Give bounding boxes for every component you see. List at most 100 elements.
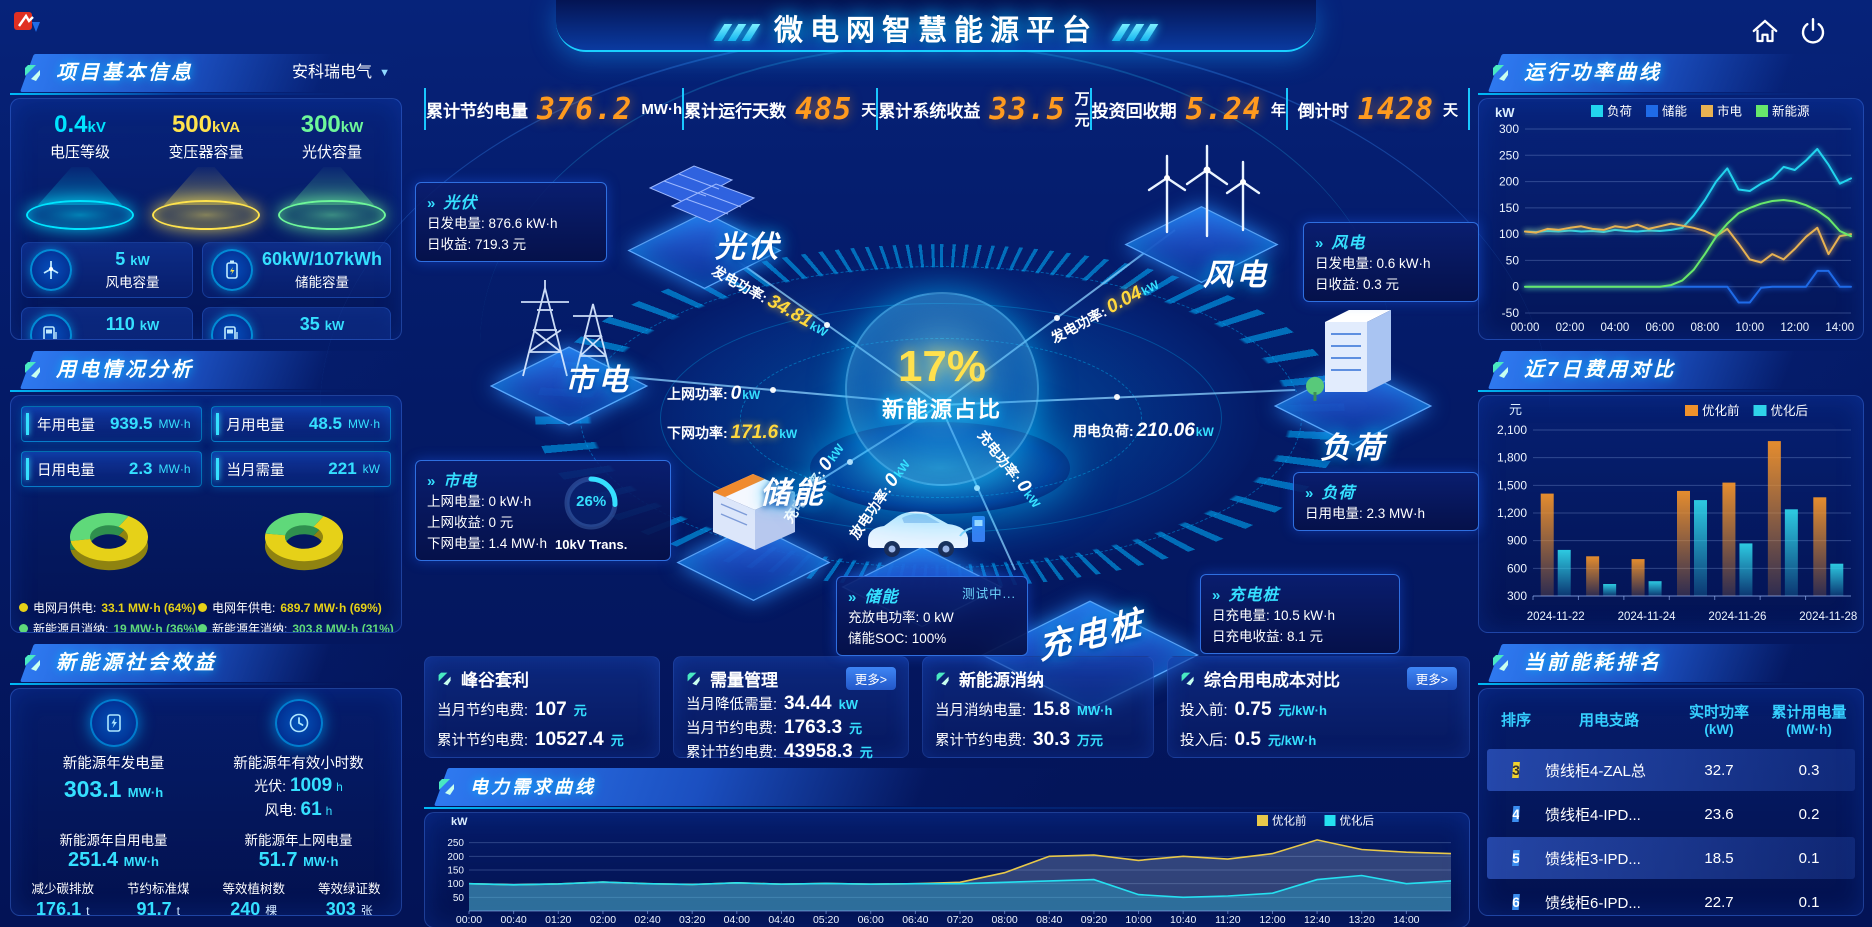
month-donut-legend: 电网月供电: 33.1 MW·h (64%) 新能源月消纳: 19 MW·h (36… [19,599,198,632]
node-charger [840,480,1003,628]
benefit-primary-row: 新能源年发电量 303.1 MW·h 新能源年有效小时数 光伏: 1009 h … [11,689,401,823]
donut-legends: 电网月供电: 33.1 MW·h (64%) 新能源月消纳: 19 MW·h (36… [11,597,401,632]
company-select[interactable]: 安科瑞电气 [291,64,372,81]
stat-month-demand: 当月需量 221 kW [210,451,391,487]
svg-text:2024-11-28: 2024-11-28 [1799,611,1857,623]
svg-text:06:40: 06:40 [902,914,928,926]
svg-text:14:00: 14:00 [1393,914,1419,926]
charging-station-icon [89,699,138,747]
more-button[interactable]: 更多> [1406,667,1457,690]
svg-text:150: 150 [447,866,464,877]
kpi-countdown: 倒计时 1428 天 [1285,88,1470,130]
svg-text:600: 600 [1507,561,1527,575]
node-label-grid: 市电 [565,364,631,397]
node-wind [1124,140,1279,284]
panel-title: 用电情况分析 [56,359,194,381]
svg-text:08:00: 08:00 [1690,322,1719,334]
renewable-share-value: 17% [897,342,987,391]
panel-corner-icon [1493,362,1508,378]
svg-text:10:00: 10:00 [1125,914,1151,926]
panel-demand-header: 电力需求曲线 [424,768,1470,809]
panel-energy-ranking: 当前能耗排名 排序 用电支路 实时功率 (kW) 累计用电量 (MW·h) 3 馈线… [1478,644,1872,920]
svg-text:14:00: 14:00 [1825,322,1854,334]
kpi-total-income: 累计系统收益 33.5 万元 [876,88,1090,130]
svg-text:250: 250 [447,838,464,849]
table-row[interactable]: 6 馈线柜6-IPD... 22.7 0.1 [1512,893,1820,912]
svg-text:03:20: 03:20 [679,914,705,926]
battery-icon [210,249,253,291]
panel-cost-compare-body: 元 300 600 900 1,200 1,500 1,800 2,100 优化前 优化后 2024… [1478,395,1864,633]
svg-text:2,100: 2,100 [1497,423,1527,437]
legend-dot-green [198,624,208,632]
panel-corner-icon [25,362,40,378]
svg-text:00:40: 00:40 [500,914,526,926]
svg-text:06:00: 06:00 [1646,322,1675,334]
svg-text:09:20: 09:20 [1081,914,1107,926]
svg-text:10:00: 10:00 [1735,322,1764,334]
svg-text:100: 100 [1499,227,1519,241]
svg-text:150: 150 [1499,201,1519,215]
flow-from-grid-power: 下网功率: 171.6kW [667,422,798,443]
chevron-right-icon: » [427,473,437,490]
node-label-load: 负荷 [1320,432,1386,465]
ac-charger-icon [210,314,253,339]
svg-text:市电: 市电 [1717,104,1743,119]
benefit-trees-equivalent: 等效植树数 240 棵 [222,882,285,916]
info-box-load: » 负荷 日用电量: 2.3 MW·h [1293,472,1479,531]
spot-pv-capacity: 300kW 光伏容量 [269,111,395,230]
svg-text:1,500: 1,500 [1497,478,1527,492]
building-icon [1306,310,1391,401]
svg-text:200: 200 [1499,175,1519,189]
light-beam [38,167,122,205]
panel-corner-icon [25,655,40,671]
summary-cards: 峰谷套利 当月节约电费: 107 元 累计节约电费: 10527.4 元 需量管理 更多… [424,656,1470,762]
more-button[interactable]: 更多> [845,667,896,690]
panel-title: 新能源社会效益 [56,652,217,674]
capacity-card-storage: 60kW/107kWh 储能容量 [201,242,391,298]
svg-text:kW: kW [451,816,468,828]
ev-car-icon [868,511,985,557]
table-row[interactable]: 3 馈线柜4-ZAL总 32.7 0.3 [1487,749,1855,791]
benefit-annual-generation: 新能源年发电量 303.1 MW·h [21,699,206,821]
svg-text:优化前: 优化前 [1702,403,1740,418]
glow-pad [26,200,134,230]
panel-run-power-body: kW -50 0 50 100 150 200 250 300 00:00 02:00 04:00 06… [1478,98,1864,340]
stat-month-usage: 月用电量 48.5 MW·h [210,406,391,442]
panel-run-power-header: 运行功率曲线 [1478,54,1872,95]
capacity-card-wind: 5 kW 风电容量 [21,242,193,298]
wind-turbine-icon [1147,144,1261,238]
panel-corner-icon [1493,65,1508,81]
table-row[interactable]: 5 馈线柜3-IPD... 18.5 0.1 [1487,837,1855,879]
svg-text:13:20: 13:20 [1349,914,1375,926]
svg-text:12:40: 12:40 [1304,914,1330,926]
kpi-bar: 累计节约电量 376.2 MW·h 累计运行天数 485 天 累计系统收益 33… [424,84,1470,134]
logo-icon [14,12,40,32]
run-power-chart: kW -50 0 50 100 150 200 250 300 00:00 02:00 04:00 06… [1495,104,1854,335]
panel-run-power: 运行功率曲线 kW -50 0 50 100 150 200 250 300 00:00 02:00… [1478,54,1872,344]
clock-icon [274,699,323,747]
node-pv [627,148,782,290]
benefit-secondary-row: 新能源年自用电量 251.4 MW·h 新能源年上网电量 51.7 MW·h [11,823,401,872]
panel-corner-icon [25,65,40,81]
panel-usage-body: 年用电量 939.5 MW·h 月用电量 48.5 MW·h 日用电量 2.3 MW·h 当… [10,395,402,633]
power-icon[interactable] [1798,16,1828,46]
panel-ranking-body: 排序 用电支路 实时功率 (kW) 累计用电量 (MW·h) 3 馈线柜4-ZAL总… [1478,688,1864,916]
chevron-down-icon[interactable]: ▼ [379,67,390,79]
title-deco-left [713,16,761,49]
home-icon[interactable] [1750,16,1780,46]
panel-cost-compare: 近7日费用对比 元 300 600 900 1,200 1,500 1,800 2,100 优化… [1478,351,1872,637]
page-title: 微电网智慧能源平台 [0,7,1872,49]
svg-text:05:20: 05:20 [813,914,839,926]
svg-text:200: 200 [447,852,464,863]
card-corner-icon [1181,672,1194,685]
transmission-tower-icon [521,280,613,377]
table-row[interactable]: 4 馈线柜4-IPD... 23.6 0.2 [1512,805,1820,824]
chevron-right-icon: » [848,589,858,606]
benefit-coal-saved: 节约标准煤 91.7 t [126,882,190,916]
month-energy-donut [69,512,148,571]
energy-flow-diagram: 光伏 风电 [415,140,1479,710]
panel-ranking-header: 当前能耗排名 [1478,644,1872,685]
benefit-self-use: 新能源年自用电量 251.4 MW·h [59,833,168,871]
card-corner-icon [936,672,949,685]
node-storage [676,462,831,602]
